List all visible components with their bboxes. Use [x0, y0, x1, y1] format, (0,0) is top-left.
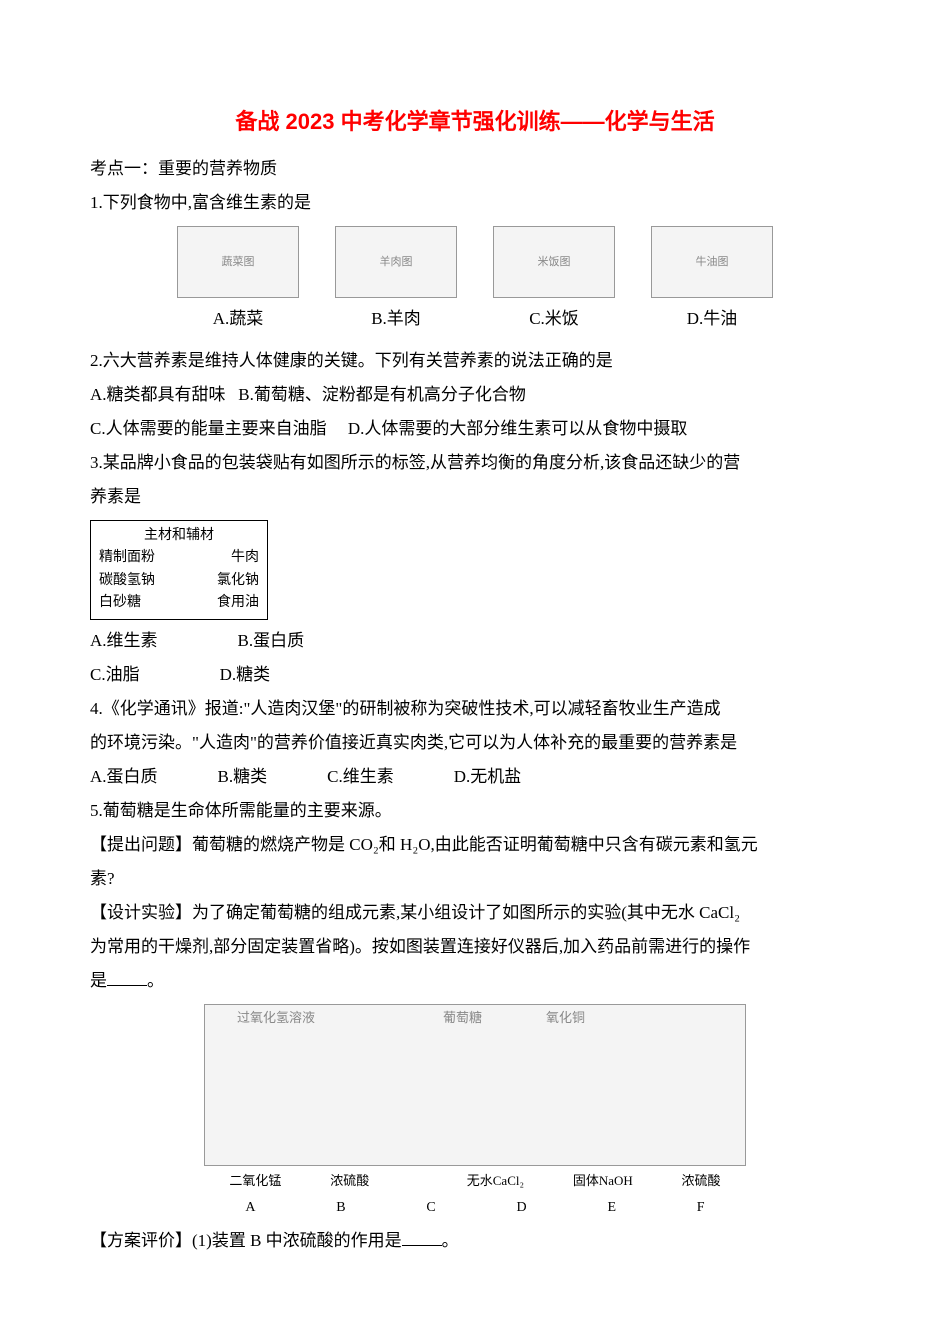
q4-choices: A.蛋白质 B.糖类 C.维生素 D.无机盐	[90, 760, 860, 794]
q2-line-cd: C.人体需要的能量主要来自油脂 D.人体需要的大部分维生素可以从食物中摄取	[90, 412, 860, 446]
q3-stem-1: 3.某品牌小食品的包装袋贴有如图所示的标签,从营养均衡的角度分析,该食品还缺少的…	[90, 446, 860, 480]
diag-bot-d: D	[517, 1194, 527, 1222]
q3-opt-a: A.维生素	[90, 624, 158, 658]
diag-top-c: 氧化铜	[546, 1005, 585, 1031]
q1-opt-a: 蔬菜图 A.蔬菜	[173, 226, 303, 336]
q4-opt-b: B.糖类	[218, 760, 268, 794]
q5-design-3-pre: 是	[90, 971, 107, 990]
diag-top-b: 葡萄糖	[443, 1005, 482, 1031]
q5-design-3-post: 。	[147, 971, 164, 990]
ingredient-header: 主材和辅材	[99, 525, 259, 547]
diag-top-a: 过氧化氢溶液	[237, 1005, 315, 1031]
q3-opt-c: C.油脂	[90, 658, 140, 692]
apparatus-diagram: 过氧化氢溶液 葡萄糖 氧化铜	[204, 1004, 746, 1166]
ing-r1b: 牛肉	[231, 547, 259, 569]
q1-label-d: D.牛油	[647, 302, 777, 336]
q5-eval-pre: 【方案评价】(1)装置 B 中浓硫酸的作用是	[90, 1231, 402, 1250]
q1-label-b: B.羊肉	[331, 302, 461, 336]
ingredient-row-1: 精制面粉 牛肉	[99, 547, 259, 569]
q2-opt-d: D.人体需要的大部分维生素可以从食物中摄取	[348, 419, 688, 438]
diag-bot-b: B	[336, 1194, 345, 1222]
q5-stem: 5.葡萄糖是生命体所需能量的主要来源。	[90, 794, 860, 828]
blank-1	[107, 985, 147, 986]
q4-opt-c: C.维生素	[327, 760, 394, 794]
page-title: 备战 2023 中考化学章节强化训练——化学与生活	[90, 100, 860, 144]
q5-eval-post: 。	[442, 1231, 459, 1250]
q1-img-a: 蔬菜图	[177, 226, 299, 298]
q5-eval: 【方案评价】(1)装置 B 中浓硫酸的作用是 。	[90, 1224, 860, 1258]
diag-mid-b: 浓硫酸	[330, 1168, 369, 1194]
ing-r1a: 精制面粉	[99, 547, 155, 569]
ing-r2a: 碳酸氢钠	[99, 570, 155, 592]
q5-propose-1: 【提出问题】葡萄糖的燃烧产物是 CO₂和 H₂O,由此能否证明葡萄糖中只含有碳元…	[90, 828, 860, 862]
q1-label-c: C.米饭	[489, 302, 619, 336]
section1-heading: 考点一：重要的营养物质	[90, 152, 860, 186]
q1-img-c: 米饭图	[493, 226, 615, 298]
diag-mid-e: 固体NaOH	[573, 1168, 633, 1194]
q2-opt-a: A.糖类都具有甜味	[90, 385, 226, 404]
q3-opt-d: D.糖类	[220, 658, 271, 692]
diag-bot-c: C	[426, 1194, 435, 1222]
diag-mid-d: 无水CaCl₂	[467, 1168, 524, 1194]
q1-img-b: 羊肉图	[335, 226, 457, 298]
q1-opt-b: 羊肉图 B.羊肉	[331, 226, 461, 336]
q4-stem-2: 的环境污染。"人造肉"的营养价值接近真实肉类,它可以为人体补充的最重要的营养素是	[90, 726, 860, 760]
q3-opt-b: B.蛋白质	[238, 624, 305, 658]
q1-stem: 1.下列食物中,富含维生素的是	[90, 186, 860, 220]
q5-diagram: 过氧化氢溶液 葡萄糖 氧化铜 二氧化锰 浓硫酸 无水CaCl₂ 固体NaOH 浓…	[90, 1004, 860, 1222]
q2-opt-b: B.葡萄糖、淀粉都是有机高分子化合物	[238, 385, 526, 404]
q1-options: 蔬菜图 A.蔬菜 羊肉图 B.羊肉 米饭图 C.米饭 牛油图 D.牛油	[90, 226, 860, 336]
q4-stem-1: 4.《化学通讯》报道:"人造肉汉堡"的研制被称为突破性技术,可以减轻畜牧业生产造…	[90, 692, 860, 726]
q3-choices-row2: C.油脂 D.糖类	[90, 658, 860, 692]
ing-r3b: 食用油	[217, 592, 259, 614]
blank-2	[402, 1245, 442, 1246]
ingredient-label-box: 主材和辅材 精制面粉 牛肉 碳酸氢钠 氯化钠 白砂糖 食用油	[90, 520, 268, 620]
ing-r3a: 白砂糖	[99, 592, 141, 614]
ingredient-row-3: 白砂糖 食用油	[99, 592, 259, 614]
q3-stem-2: 养素是	[90, 480, 860, 514]
diag-mid-f: 浓硫酸	[682, 1168, 721, 1194]
q1-opt-c: 米饭图 C.米饭	[489, 226, 619, 336]
q2-opt-c: C.人体需要的能量主要来自油脂	[90, 419, 327, 438]
q5-design-3: 是。	[90, 964, 860, 998]
q5-design-2: 为常用的干燥剂,部分固定装置省略)。按如图装置连接好仪器后,加入药品前需进行的操…	[90, 930, 860, 964]
q2-stem: 2.六大营养素是维持人体健康的关键。下列有关营养素的说法正确的是	[90, 344, 860, 378]
q1-label-a: A.蔬菜	[173, 302, 303, 336]
diag-bot-a: A	[245, 1194, 255, 1222]
q2-line-ab: A.糖类都具有甜味 B.葡萄糖、淀粉都是有机高分子化合物	[90, 378, 860, 412]
q1-opt-d: 牛油图 D.牛油	[647, 226, 777, 336]
diag-bot-f: F	[697, 1194, 705, 1222]
ing-r2b: 氯化钠	[217, 570, 259, 592]
q3-choices-row1: A.维生素 B.蛋白质	[90, 624, 860, 658]
q4-opt-a: A.蛋白质	[90, 760, 158, 794]
q5-design-1: 【设计实验】为了确定葡萄糖的组成元素,某小组设计了如图所示的实验(其中无水 Ca…	[90, 896, 860, 930]
diag-bot-e: E	[607, 1194, 616, 1222]
ingredient-row-2: 碳酸氢钠 氯化钠	[99, 570, 259, 592]
q5-propose-2: 素?	[90, 862, 860, 896]
q4-opt-d: D.无机盐	[454, 760, 522, 794]
q1-img-d: 牛油图	[651, 226, 773, 298]
diag-mid-a: 二氧化锰	[229, 1168, 281, 1194]
